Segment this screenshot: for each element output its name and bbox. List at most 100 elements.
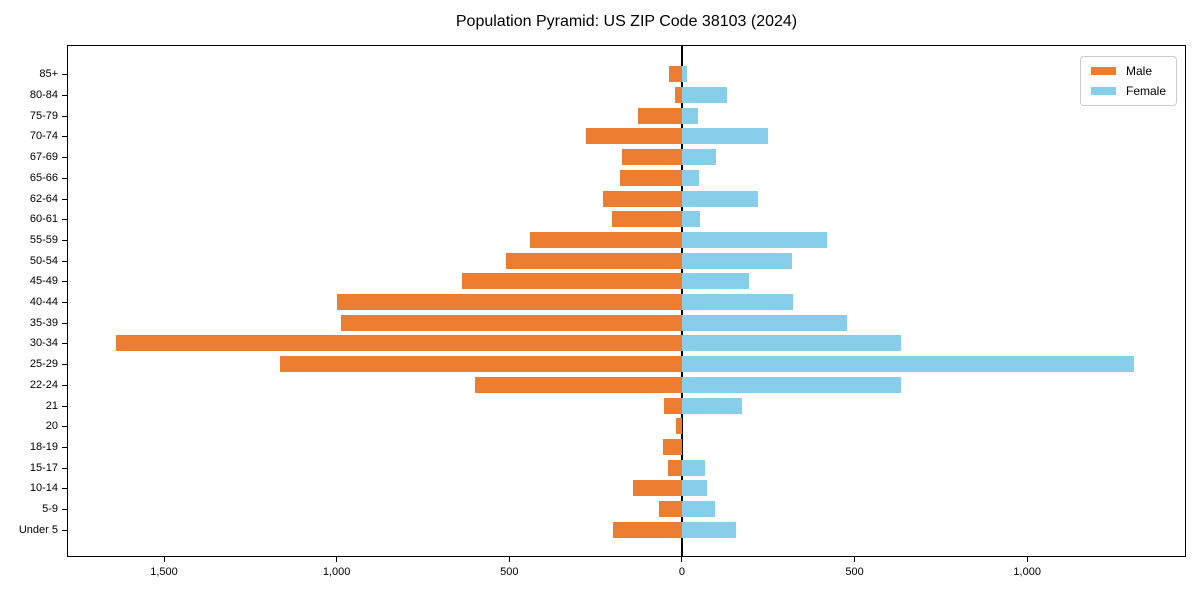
female-bar xyxy=(681,169,700,186)
x-tick-mark xyxy=(163,557,165,562)
male-bar xyxy=(632,480,682,497)
age-row: 70-74 xyxy=(30,126,1185,147)
female-color-swatch xyxy=(1090,87,1116,95)
age-row: 75-79 xyxy=(30,105,1185,126)
age-row: 30-34 xyxy=(30,333,1185,354)
y-tick-label: 35-39 xyxy=(29,316,58,329)
male-bar xyxy=(603,190,682,207)
x-tick-label: 500 xyxy=(845,566,864,578)
y-tick-mark xyxy=(62,115,68,117)
y-tick-mark xyxy=(62,467,68,469)
y-tick-label: 80-84 xyxy=(29,89,58,102)
y-tick-mark xyxy=(62,447,68,448)
y-tick-label: 55-59 xyxy=(29,233,58,246)
y-tick-label: 40-44 xyxy=(29,296,58,309)
age-row: 35-39 xyxy=(30,312,1185,333)
legend-label-female: Female xyxy=(1125,84,1166,98)
female-bar xyxy=(681,211,701,228)
male-bar xyxy=(585,128,682,145)
y-tick-mark xyxy=(62,364,68,366)
female-bar xyxy=(681,231,827,248)
x-tick-label: 500 xyxy=(500,566,519,578)
y-tick-mark xyxy=(62,529,68,531)
y-tick-mark xyxy=(62,239,68,241)
male-bar xyxy=(676,418,682,435)
female-bar xyxy=(681,190,758,207)
female-bar xyxy=(681,397,742,414)
age-row: 22-24 xyxy=(30,375,1185,396)
male-bar xyxy=(664,397,682,414)
y-tick-label: 10-14 xyxy=(29,482,58,495)
male-bar xyxy=(667,459,682,476)
age-row: 10-14 xyxy=(30,478,1185,499)
age-row: 20 xyxy=(46,416,1185,437)
age-row: 65-66 xyxy=(30,168,1185,189)
age-row: 5-9 xyxy=(42,499,1185,520)
age-row: 60-61 xyxy=(30,209,1185,230)
age-row: 18-19 xyxy=(30,437,1185,458)
male-bar xyxy=(506,252,682,269)
y-tick-label: 22-24 xyxy=(29,378,58,391)
y-tick-label: 5-9 xyxy=(42,503,58,516)
y-tick-mark xyxy=(62,177,68,179)
y-tick-mark xyxy=(62,509,68,511)
y-tick-mark xyxy=(62,219,68,221)
y-tick-mark xyxy=(62,426,68,428)
female-bar xyxy=(681,87,727,104)
female-bar xyxy=(681,356,1134,373)
male-bar xyxy=(659,501,682,518)
male-bar xyxy=(662,439,682,455)
legend-label-male: Male xyxy=(1125,64,1152,78)
age-row: 25-29 xyxy=(30,354,1185,375)
male-bar xyxy=(621,149,682,166)
y-tick-mark xyxy=(62,405,68,407)
y-tick-label: 70-74 xyxy=(29,130,58,143)
y-tick-label: 15-17 xyxy=(29,461,58,474)
y-tick-label: 85+ xyxy=(39,68,58,81)
female-bar xyxy=(681,149,716,166)
y-tick-mark xyxy=(62,384,68,386)
female-bar xyxy=(681,66,687,83)
age-row: 21 xyxy=(46,395,1185,416)
male-color-swatch xyxy=(1090,67,1116,75)
x-tick-mark xyxy=(681,557,683,562)
x-tick-mark xyxy=(508,557,510,562)
male-bar xyxy=(619,169,682,186)
female-bar xyxy=(681,459,705,476)
female-bar xyxy=(681,252,793,269)
female-bar xyxy=(681,480,707,497)
y-tick-label: 21 xyxy=(45,399,58,412)
y-tick-label: 25-29 xyxy=(29,358,58,371)
age-row: 40-44 xyxy=(30,292,1185,313)
y-tick-mark xyxy=(62,198,68,200)
y-tick-mark xyxy=(62,95,68,97)
male-bar xyxy=(279,356,682,373)
female-bar xyxy=(681,314,847,331)
age-row: 45-49 xyxy=(30,271,1185,292)
female-bar xyxy=(681,521,736,538)
y-tick-label: 20 xyxy=(45,420,58,433)
x-tick-label: 1,500 xyxy=(150,566,178,578)
x-axis-ticks: 1,500 1,000 500 0 500 1,000 xyxy=(67,557,1186,593)
male-bar xyxy=(115,335,682,352)
male-bar xyxy=(337,294,682,311)
chart-title: Population Pyramid: US ZIP Code 38103 (2… xyxy=(455,13,798,30)
y-tick-mark xyxy=(62,281,68,283)
x-tick-label: 1,000 xyxy=(322,566,351,578)
y-tick-label: 18-19 xyxy=(29,441,58,453)
y-tick-mark xyxy=(62,74,68,76)
male-bar xyxy=(669,66,682,83)
x-tick-mark xyxy=(1026,557,1028,562)
bars-container: 85+ 80-84 75-79 70-74 67-69 65-66 62-64 60-61 55… xyxy=(19,64,1185,540)
legend: Male Female xyxy=(1079,56,1177,106)
age-row: 62-64 xyxy=(30,188,1185,209)
age-row: 85+ xyxy=(39,64,1185,85)
age-row: Under 5 xyxy=(19,519,1185,540)
age-row: 15-17 xyxy=(30,457,1185,478)
female-bar xyxy=(681,107,699,124)
y-tick-mark xyxy=(62,136,68,138)
male-bar xyxy=(674,87,682,104)
y-tick-mark xyxy=(62,343,68,345)
female-bar xyxy=(681,335,901,352)
